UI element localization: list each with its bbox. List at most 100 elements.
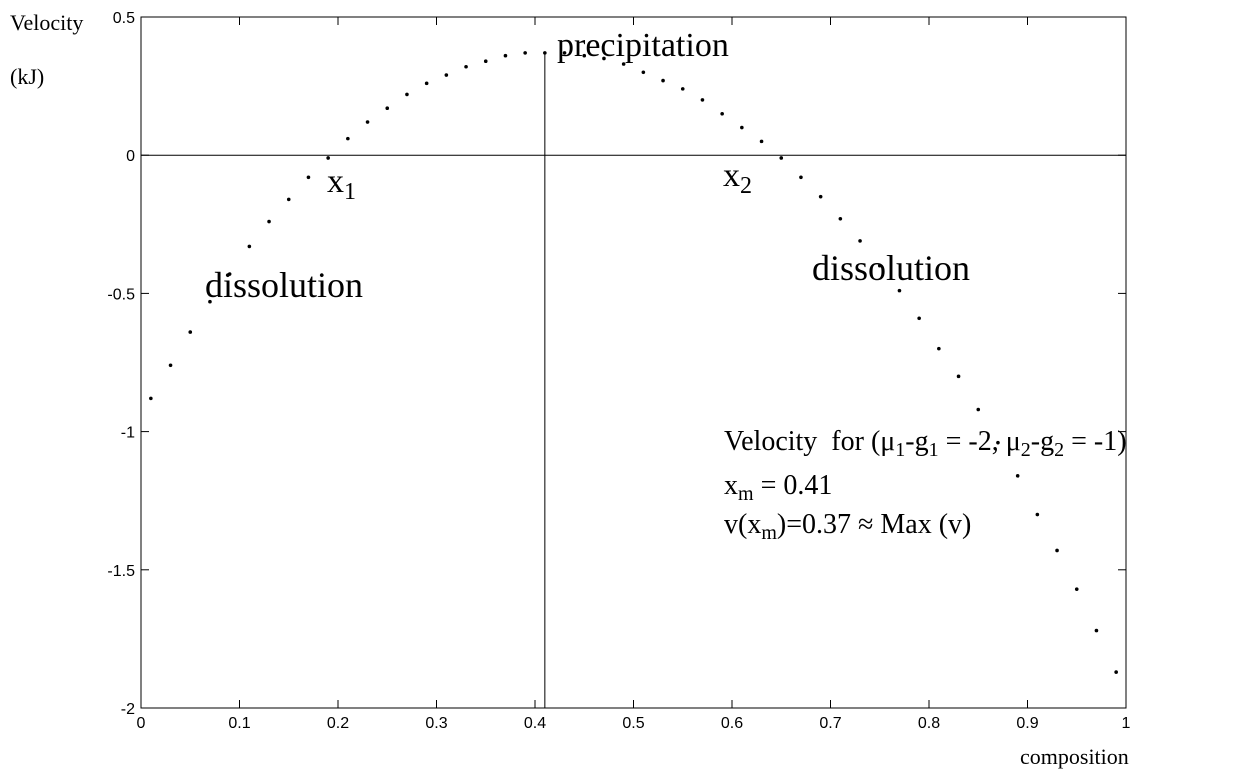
data-point	[937, 346, 941, 351]
annotation-text: = 0.41	[754, 470, 833, 501]
annotation-subscript: m	[761, 522, 777, 544]
annotation-text: x	[724, 470, 738, 501]
y-axis-label: Velocity	[10, 10, 83, 35]
data-point	[779, 156, 784, 160]
data-point	[424, 81, 429, 86]
data-point	[602, 56, 606, 61]
data-point	[562, 51, 567, 55]
annotation: dissolution	[812, 248, 970, 288]
data-point	[405, 92, 409, 97]
data-point	[464, 64, 468, 69]
annotation-text: = -1)	[1064, 426, 1126, 457]
data-point	[1015, 474, 1020, 478]
annotation-text: x	[723, 157, 740, 194]
x-tick-label: 0.7	[819, 715, 841, 732]
data-point	[700, 98, 705, 102]
x-tick-label: 0.8	[918, 715, 940, 732]
y-tick-label: -2	[121, 701, 135, 718]
data-point	[621, 62, 626, 66]
data-point	[897, 288, 902, 293]
data-point	[346, 136, 350, 141]
data-point	[838, 216, 843, 221]
x-tick-label: 0.1	[228, 715, 250, 732]
data-point	[877, 263, 882, 268]
data-point	[247, 244, 252, 249]
data-point	[286, 197, 291, 202]
data-point	[996, 440, 1000, 445]
data-point	[149, 396, 153, 401]
plot-frame	[140, 16, 1127, 709]
annotation-subscript: 2	[1054, 439, 1064, 461]
annotation-text: -g	[905, 426, 928, 457]
data-point	[661, 78, 665, 83]
data-point	[188, 330, 193, 334]
data-point	[1055, 548, 1059, 553]
data-point	[168, 363, 173, 368]
data-point	[799, 175, 803, 180]
annotation-text: precipitation	[557, 27, 729, 64]
data-point	[740, 125, 744, 130]
data-point	[858, 239, 862, 243]
y-axis-label: (kJ)	[10, 64, 44, 89]
y-tick-label: 0	[126, 148, 135, 165]
data-point	[326, 156, 330, 160]
data-point	[503, 53, 508, 58]
data-point	[267, 219, 271, 224]
x-tick-label: 0.2	[327, 715, 349, 732]
annotation-subscript: 2	[1021, 439, 1031, 461]
y-tick-label: -1.5	[107, 563, 135, 580]
data-point	[1074, 587, 1079, 591]
data-point	[818, 194, 823, 199]
annotation-text: dissolution	[812, 248, 970, 288]
data-point	[976, 407, 981, 412]
x-tick-label: 0.3	[425, 715, 447, 732]
data-point	[483, 59, 488, 64]
x-tick-label: 0.5	[622, 715, 644, 732]
data-point	[641, 70, 646, 75]
annotation-subscript: 1	[895, 439, 905, 461]
data-point	[543, 51, 547, 55]
annotation: xm = 0.41	[724, 470, 832, 505]
annotation-subscript: m	[738, 483, 754, 505]
y-tick-label: -0.5	[107, 286, 135, 303]
data-point	[385, 106, 390, 111]
data-point	[956, 374, 961, 379]
data-point	[306, 175, 311, 180]
y-tick-label: 0.5	[113, 10, 135, 27]
x-tick-label: 0.6	[721, 715, 743, 732]
data-point	[365, 120, 370, 124]
annotation-text: = -2, μ	[939, 426, 1021, 457]
x-tick-label: 0	[137, 715, 146, 732]
annotation-subscript: 1	[929, 439, 939, 461]
x-tick-label: 0.4	[524, 715, 546, 732]
annotation: precipitation	[557, 27, 729, 64]
data-point	[582, 53, 587, 58]
annotation-text: )=0.37 ≈ Max (v)	[777, 509, 971, 540]
annotation: v(xm)=0.37 ≈ Max (v)	[724, 509, 971, 544]
y-tick-label: -1	[121, 425, 135, 442]
annotation: dissolution	[205, 265, 363, 305]
annotation-text: x	[327, 163, 344, 200]
annotation-text: dissolution	[205, 265, 363, 305]
annotation-subscript: 2	[740, 173, 752, 199]
data-point	[1035, 512, 1040, 517]
data-point	[523, 51, 527, 55]
data-point	[680, 87, 685, 91]
annotation: x2	[723, 157, 752, 199]
annotation-text: -g	[1031, 426, 1054, 457]
data-point	[720, 111, 724, 116]
x-tick-label: 0.9	[1016, 715, 1038, 732]
data-point	[227, 272, 232, 276]
data-point	[208, 299, 212, 304]
data-point	[444, 73, 449, 77]
data-point	[1114, 670, 1118, 674]
x-axis-label: composition	[1020, 744, 1129, 769]
annotation: x1	[327, 163, 356, 205]
annotation: Velocity for (μ1-g1 = -2, μ2-g2 = -1)	[724, 426, 1127, 461]
data-point	[759, 139, 764, 144]
annotation-text: Velocity for (μ	[724, 426, 895, 457]
annotation-text: v(x	[724, 509, 761, 540]
data-point	[917, 316, 921, 321]
data-point	[1094, 628, 1099, 633]
